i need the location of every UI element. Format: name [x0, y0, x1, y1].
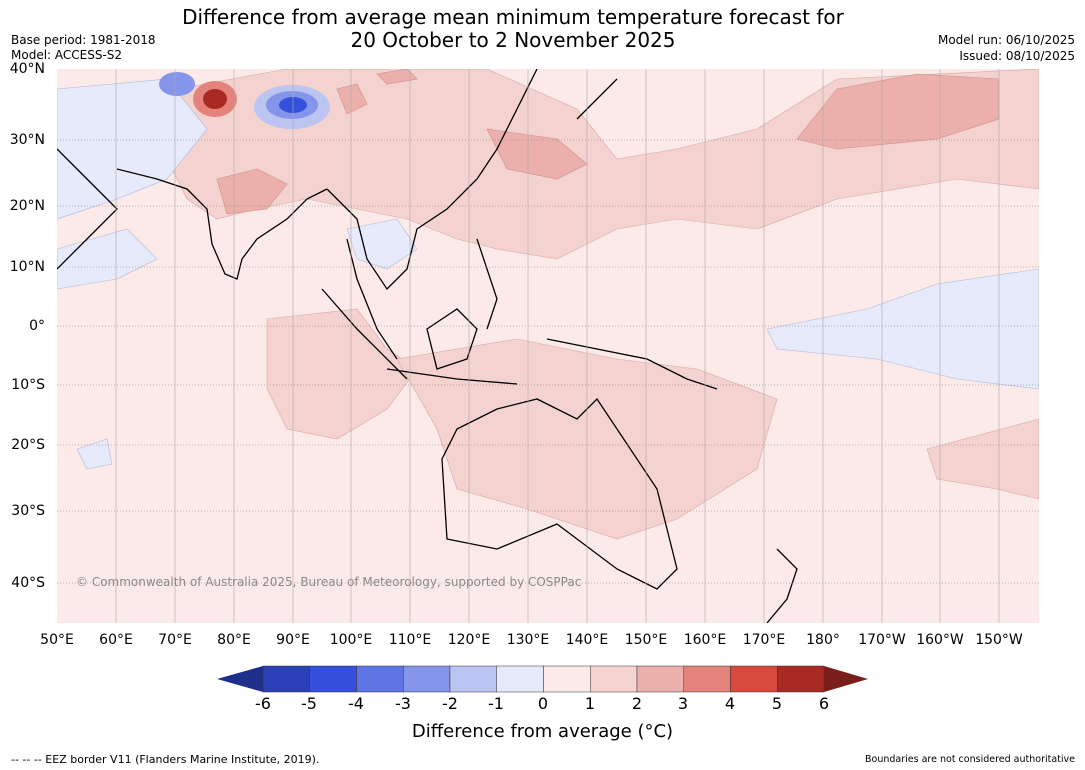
- colorbar-tick-4: 4: [724, 694, 736, 713]
- coast-east-asia: [326, 69, 538, 291]
- lon-label-90e: 90°E: [276, 632, 310, 648]
- model-name: Model: ACCESS-S2: [11, 48, 123, 62]
- colorbar-tick-minus2: -2: [442, 694, 458, 713]
- coast-india: [116, 168, 328, 280]
- title-line-2: 20 October to 2 November 2025: [350, 28, 676, 52]
- copyright-notice: © Commonwealth of Australia 2025, Bureau…: [76, 575, 582, 589]
- region-china-hot: [486, 128, 588, 180]
- issued-date: Issued: 08/10/2025: [959, 49, 1075, 63]
- colorbar-tick-6: 6: [818, 694, 830, 713]
- colorbar-boxes: [262, 665, 825, 693]
- lon-label-170e: 170°E: [742, 632, 786, 648]
- coast-new-guinea: [546, 338, 718, 390]
- coast-philippines: [476, 238, 498, 330]
- lon-label-160e: 160°E: [683, 632, 727, 648]
- lat-label-30s: 30°S: [11, 503, 45, 519]
- lon-label-140e: 140°E: [565, 632, 609, 648]
- coastlines: [57, 69, 798, 623]
- lat-label-10s: 10°S: [11, 377, 45, 393]
- colorbar-box: [309, 665, 357, 693]
- lat-label-40s: 40°S: [11, 575, 45, 591]
- lon-label-180: 180°: [806, 632, 840, 648]
- lat-label-40n: 40°N: [9, 61, 45, 77]
- colorbar-tick-0: 0: [537, 694, 549, 713]
- meridians: [115, 69, 1000, 623]
- lon-label-70e: 70°E: [158, 632, 192, 648]
- lat-label-0: 0°: [29, 318, 45, 334]
- boundaries-note: Boundaries are not considered authoritat…: [865, 754, 1075, 765]
- region-arabian-sea-cool: [57, 228, 158, 290]
- lat-label-20n: 20°N: [9, 198, 45, 214]
- colorbar-box: [636, 665, 684, 693]
- region-indian-ocean-warm: [266, 308, 418, 440]
- colorbar-tick-1: 1: [584, 694, 596, 713]
- lat-label-20s: 20°S: [11, 437, 45, 453]
- region-indochina-cool: [346, 218, 418, 270]
- map-panel: [57, 69, 1039, 623]
- colorbar-box: [730, 665, 778, 693]
- colorbar-arrow-low: [217, 666, 263, 692]
- kashmir-warm-inner: [203, 89, 227, 109]
- coast-new-zealand: [766, 548, 798, 623]
- colorbar-box: [543, 665, 591, 693]
- cool-anomaly-regions: [57, 78, 1039, 470]
- region-equatorial-pacific-cool: [766, 268, 1039, 390]
- region-tibet-hot: [336, 83, 368, 115]
- coast-arabia: [57, 148, 118, 270]
- region-india-hot: [216, 168, 288, 215]
- coast-australia: [441, 397, 678, 590]
- eez-border-note: -- -- -- EEZ border V11 (Flanders Marine…: [11, 753, 320, 766]
- region-south-indian-cool: [76, 438, 113, 470]
- lat-label-30n: 30°N: [9, 132, 45, 148]
- lon-label-160w: 160°W: [916, 632, 964, 648]
- colorbar-box: [683, 665, 731, 693]
- region-north-pacific-hot: [796, 73, 1000, 150]
- lon-label-130e: 130°E: [506, 632, 550, 648]
- colorbar-box: [590, 665, 638, 693]
- coast-japan: [576, 78, 618, 120]
- lon-label-150w: 150°W: [975, 632, 1023, 648]
- coast-java: [386, 368, 518, 385]
- map-svg: [57, 69, 1039, 623]
- title-line-1: Difference from average mean minimum tem…: [182, 5, 844, 29]
- colorbar-label: Difference from average (°C): [411, 721, 674, 742]
- lon-label-80e: 80°E: [217, 632, 251, 648]
- coast-malay-peninsula: [346, 238, 398, 360]
- lon-label-110e: 110°E: [388, 632, 432, 648]
- colorbar-box: [356, 665, 404, 693]
- coast-borneo: [426, 308, 478, 370]
- colorbar-box: [262, 665, 310, 693]
- colorbar-tick-minus1: -1: [488, 694, 504, 713]
- lat-label-10n: 10°N: [9, 259, 45, 275]
- region-mongolia-hot: [376, 69, 418, 85]
- colorbar-tick-5: 5: [771, 694, 783, 713]
- strong-warm-regions: [216, 69, 1000, 215]
- lon-label-50e: 50°E: [40, 632, 74, 648]
- colorbar-box: [777, 665, 825, 693]
- colorbar-tick-minus4: -4: [348, 694, 364, 713]
- lon-label-150e: 150°E: [624, 632, 668, 648]
- region-pacific-south-warm: [926, 418, 1039, 500]
- coast-sumatra: [321, 288, 408, 380]
- pakistan-cool: [159, 72, 195, 96]
- colorbar-box: [496, 665, 544, 693]
- lon-label-120e: 120°E: [447, 632, 491, 648]
- model-run: Model run: 06/10/2025: [937, 33, 1075, 47]
- colorbar-tick-minus3: -3: [395, 694, 411, 713]
- base-period: Base period: 1981-2018: [11, 33, 156, 47]
- colorbar-arrow-high: [824, 666, 868, 692]
- deep-cool-region: [159, 72, 330, 129]
- lon-label-170w: 170°W: [858, 632, 906, 648]
- lon-label-100e: 100°E: [329, 632, 373, 648]
- colorbar-tick-minus5: -5: [301, 694, 317, 713]
- colorbar-tick-minus6: -6: [255, 694, 271, 713]
- colorbar-box: [403, 665, 451, 693]
- deep-warm-region: [193, 81, 237, 117]
- lon-label-60e: 60°E: [99, 632, 133, 648]
- colorbar-tick-2: 2: [631, 694, 643, 713]
- colorbar-box: [449, 665, 497, 693]
- colorbar: [217, 665, 868, 693]
- colorbar-tick-3: 3: [677, 694, 689, 713]
